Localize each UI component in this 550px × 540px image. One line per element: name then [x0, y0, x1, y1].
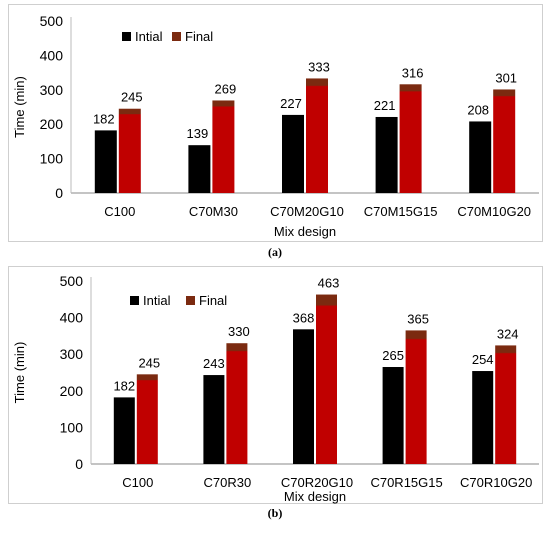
x-axis-title: Mix design: [274, 224, 336, 239]
data-label-intial: 182: [93, 111, 115, 126]
bar-final: [212, 100, 235, 193]
chart-panel-a: 0 100 200 300 400 500 Time (min) 182 245 C100 139 2…: [8, 4, 543, 242]
bar-final: [306, 78, 328, 193]
data-label-final: 269: [215, 81, 237, 96]
data-label-intial: 368: [293, 310, 315, 325]
x-tick-label: C100: [122, 475, 153, 490]
bar-final: [226, 343, 248, 464]
x-axis-title: Mix design: [284, 489, 346, 504]
data-label-final: 365: [407, 311, 429, 326]
bar-intial: [203, 375, 225, 464]
bar-intial: [293, 329, 314, 464]
y-tick-label: 0: [75, 456, 83, 472]
y-tick-label: 400: [60, 310, 84, 326]
y-axis-title: Time (min): [12, 76, 27, 138]
x-tick-label: C70M15G15: [364, 204, 438, 219]
bar-intial: [469, 121, 492, 193]
chart-a-svg: 0 100 200 300 400 500 Time (min) 182 245 C100 139 2…: [12, 13, 539, 239]
legend-label-final: Final: [199, 293, 227, 308]
data-label-final: 463: [318, 276, 340, 291]
y-axis-title: Time (min): [12, 342, 27, 404]
data-label-intial: 208: [467, 102, 489, 117]
bar-final: [495, 345, 517, 464]
data-label-final: 324: [497, 326, 519, 341]
data-label-final: 330: [228, 324, 250, 339]
x-tick-label: C70M10G20: [457, 204, 531, 219]
data-label-intial: 221: [374, 98, 396, 113]
data-label-final: 333: [308, 59, 330, 74]
y-tick-label: 0: [55, 185, 63, 201]
y-tick-label: 300: [60, 346, 84, 362]
bar-final: [399, 84, 422, 193]
y-tick-label: 100: [40, 151, 64, 167]
y-tick-label: 400: [40, 47, 64, 63]
bar-intial: [94, 130, 117, 193]
bar-intial: [113, 397, 135, 464]
bar-final: [493, 89, 516, 193]
bar-final: [316, 294, 337, 464]
data-label-final: 301: [495, 70, 517, 85]
bar-intial: [382, 367, 404, 464]
chart-panel-b: 0 100 200 300 400 500 Time (min) 182 245 C100 243 3…: [8, 266, 543, 504]
bar-intial: [375, 116, 398, 193]
data-label-intial: 182: [113, 378, 135, 393]
bar-final: [118, 108, 141, 193]
bar-final: [405, 330, 427, 464]
y-tick-label: 500: [60, 273, 84, 289]
y-tick-label: 500: [40, 13, 64, 29]
x-tick-label: C70R30: [204, 475, 252, 490]
legend-swatch-final: [172, 32, 181, 41]
chart-b-caption: (b): [267, 506, 283, 520]
x-tick-label: C70R15G15: [370, 475, 442, 490]
data-label-intial: 139: [187, 126, 209, 141]
y-tick-label: 200: [60, 383, 84, 399]
data-label-final: 316: [402, 65, 424, 80]
y-tick-label: 300: [40, 82, 64, 98]
legend-label-intial: Intial: [135, 29, 163, 44]
legend-swatch-final: [186, 296, 195, 305]
data-label-intial: 254: [472, 352, 494, 367]
bar-intial: [188, 145, 211, 193]
bar-final: [136, 374, 158, 464]
x-tick-label: C70R20G10: [281, 475, 353, 490]
x-tick-label: C100: [104, 204, 135, 219]
y-tick-label: 200: [40, 116, 64, 132]
legend-swatch-intial: [130, 296, 139, 305]
data-label-intial: 265: [382, 348, 404, 363]
data-label-final: 245: [138, 355, 160, 370]
y-tick-label: 100: [60, 419, 84, 435]
legend-label-intial: Intial: [143, 293, 171, 308]
legend-swatch-intial: [122, 32, 131, 41]
x-tick-label: C70R10G20: [460, 475, 532, 490]
bar-intial: [472, 371, 494, 464]
data-label-intial: 227: [280, 96, 302, 111]
data-label-final: 245: [121, 90, 143, 105]
legend-label-final: Final: [185, 29, 213, 44]
data-label-intial: 243: [203, 356, 225, 371]
chart-a-caption: (a): [268, 245, 282, 259]
bar-intial: [282, 114, 304, 193]
x-tick-label: C70M20G10: [270, 204, 344, 219]
x-tick-label: C70M30: [189, 204, 238, 219]
